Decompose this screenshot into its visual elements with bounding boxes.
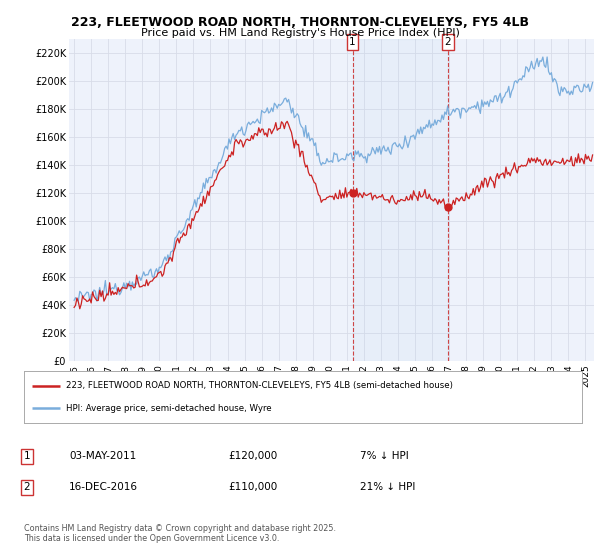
Text: 2: 2: [445, 37, 451, 47]
Text: £120,000: £120,000: [228, 451, 277, 461]
Text: 03-MAY-2011: 03-MAY-2011: [69, 451, 136, 461]
Text: Contains HM Land Registry data © Crown copyright and database right 2025.
This d: Contains HM Land Registry data © Crown c…: [24, 524, 336, 543]
Text: 16-DEC-2016: 16-DEC-2016: [69, 482, 138, 492]
Text: 223, FLEETWOOD ROAD NORTH, THORNTON-CLEVELEYS, FY5 4LB: 223, FLEETWOOD ROAD NORTH, THORNTON-CLEV…: [71, 16, 529, 29]
Text: £110,000: £110,000: [228, 482, 277, 492]
Text: 223, FLEETWOOD ROAD NORTH, THORNTON-CLEVELEYS, FY5 4LB (semi-detached house): 223, FLEETWOOD ROAD NORTH, THORNTON-CLEV…: [66, 381, 453, 390]
Text: HPI: Average price, semi-detached house, Wyre: HPI: Average price, semi-detached house,…: [66, 404, 271, 413]
Text: 21% ↓ HPI: 21% ↓ HPI: [360, 482, 415, 492]
Text: Price paid vs. HM Land Registry's House Price Index (HPI): Price paid vs. HM Land Registry's House …: [140, 28, 460, 38]
Bar: [353, 39, 448, 361]
Text: 7% ↓ HPI: 7% ↓ HPI: [360, 451, 409, 461]
Text: 2: 2: [23, 482, 31, 492]
Text: 1: 1: [349, 37, 356, 47]
Text: 1: 1: [23, 451, 31, 461]
